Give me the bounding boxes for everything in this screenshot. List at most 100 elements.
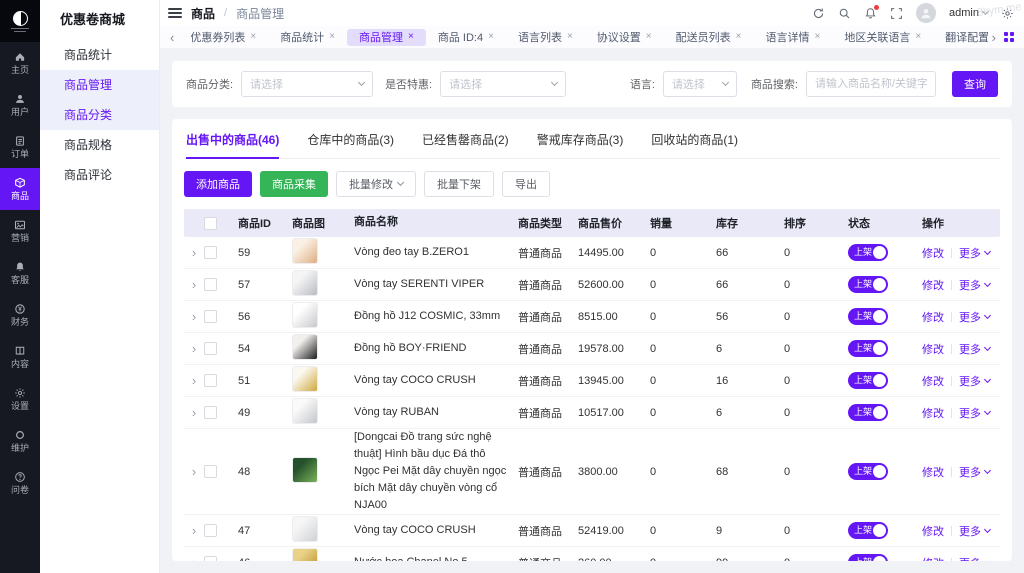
sidebar-nav-问卷[interactable]: 问卷	[0, 462, 40, 504]
row-expand-icon[interactable]: ›	[192, 555, 196, 561]
more-link[interactable]: 更多	[959, 373, 990, 389]
row-checkbox[interactable]	[204, 342, 217, 355]
row-expand-icon[interactable]: ›	[192, 373, 196, 388]
export-button[interactable]: 导出	[502, 171, 550, 197]
batch-offshelf-button[interactable]: 批量下架	[424, 171, 494, 197]
status-toggle[interactable]: 上架	[848, 372, 888, 389]
status-tab[interactable]: 警戒库存商品(3)	[537, 131, 624, 159]
open-tab[interactable]: 地区关联语言 ×	[832, 29, 933, 46]
status-toggle[interactable]: 上架	[848, 554, 888, 561]
sidebar-nav-订单[interactable]: 订单	[0, 126, 40, 168]
sidebar-nav-客服[interactable]: 客服	[0, 252, 40, 294]
more-link[interactable]: 更多	[959, 405, 990, 421]
sidebar-nav-内容[interactable]: 内容	[0, 336, 40, 378]
tabs-scroll-right-icon[interactable]: ›	[988, 31, 1000, 44]
row-checkbox[interactable]	[204, 374, 217, 387]
open-tab[interactable]: 商品统计 ×	[268, 29, 347, 46]
status-toggle[interactable]: 上架	[848, 308, 888, 325]
status-toggle[interactable]: 上架	[848, 276, 888, 293]
more-link[interactable]: 更多	[959, 309, 990, 325]
edit-link[interactable]: 修改	[922, 555, 944, 561]
row-checkbox[interactable]	[204, 246, 217, 259]
sidebar-nav-商品[interactable]: 商品	[0, 168, 40, 210]
edit-link[interactable]: 修改	[922, 523, 944, 539]
status-tab[interactable]: 出售中的商品(46)	[186, 131, 279, 159]
sidebar-nav-主页[interactable]: 主页	[0, 42, 40, 84]
open-tab[interactable]: 商品 ID:4 ×	[426, 29, 506, 46]
open-tab[interactable]: 翻译配置 ×	[933, 29, 987, 46]
close-icon[interactable]: ×	[488, 32, 494, 42]
status-toggle[interactable]: 上架	[848, 463, 888, 480]
row-checkbox[interactable]	[204, 406, 217, 419]
status-toggle[interactable]: 上架	[848, 522, 888, 539]
edit-link[interactable]: 修改	[922, 405, 944, 421]
open-tab[interactable]: 协议设置 ×	[585, 29, 664, 46]
edit-link[interactable]: 修改	[922, 464, 944, 480]
more-link[interactable]: 更多	[959, 341, 990, 357]
submenu-item-商品分类[interactable]: 商品分类	[40, 100, 159, 130]
close-icon[interactable]: ×	[250, 32, 256, 42]
row-checkbox[interactable]	[204, 310, 217, 323]
tabs-scroll-left-icon[interactable]: ‹	[166, 31, 178, 44]
close-icon[interactable]: ×	[736, 32, 742, 42]
search-input[interactable]	[806, 71, 936, 97]
more-link[interactable]: 更多	[959, 523, 990, 539]
status-tab[interactable]: 已经售罄商品(2)	[422, 131, 509, 159]
avatar[interactable]	[916, 3, 936, 23]
fullscreen-icon[interactable]	[890, 7, 903, 20]
select-all-checkbox[interactable]	[204, 217, 217, 230]
batch-edit-button[interactable]: 批量修改	[336, 171, 416, 197]
edit-link[interactable]: 修改	[922, 245, 944, 261]
status-toggle[interactable]: 上架	[848, 244, 888, 261]
status-toggle[interactable]: 上架	[848, 340, 888, 357]
sidebar-nav-用户[interactable]: 用户	[0, 84, 40, 126]
breadcrumb-root[interactable]: 商品	[191, 5, 215, 22]
add-product-button[interactable]: 添加商品	[184, 171, 252, 197]
row-checkbox[interactable]	[204, 524, 217, 537]
edit-link[interactable]: 修改	[922, 341, 944, 357]
row-expand-icon[interactable]: ›	[192, 245, 196, 260]
language-select[interactable]: 请选择	[663, 71, 737, 97]
row-expand-icon[interactable]: ›	[192, 309, 196, 324]
row-checkbox[interactable]	[204, 278, 217, 291]
status-tab[interactable]: 仓库中的商品(3)	[307, 131, 394, 159]
open-tab[interactable]: 语言列表 ×	[506, 29, 585, 46]
submenu-item-商品统计[interactable]: 商品统计	[40, 40, 159, 70]
close-icon[interactable]: ×	[408, 32, 414, 42]
close-icon[interactable]: ×	[329, 32, 335, 42]
user-menu[interactable]: admin	[949, 7, 988, 19]
collect-product-button[interactable]: 商品采集	[260, 171, 328, 197]
row-checkbox[interactable]	[204, 556, 217, 561]
sidebar-nav-财务[interactable]: 财务	[0, 294, 40, 336]
submenu-item-商品管理[interactable]: 商品管理	[40, 70, 159, 100]
menu-toggle-icon[interactable]	[168, 8, 182, 18]
close-icon[interactable]: ×	[646, 32, 652, 42]
row-expand-icon[interactable]: ›	[192, 464, 196, 479]
search-icon[interactable]	[838, 7, 851, 20]
special-select[interactable]: 请选择	[440, 71, 566, 97]
sidebar-nav-设置[interactable]: 设置	[0, 378, 40, 420]
more-link[interactable]: 更多	[959, 555, 990, 561]
open-tab[interactable]: 配送员列表 ×	[664, 29, 754, 46]
tab-options-icon[interactable]	[1004, 32, 1014, 42]
sidebar-nav-营销[interactable]: 营销	[0, 210, 40, 252]
app-logo[interactable]	[0, 0, 40, 42]
sidebar-nav-维护[interactable]: 维护	[0, 420, 40, 462]
notification-icon[interactable]	[864, 7, 877, 20]
row-expand-icon[interactable]: ›	[192, 523, 196, 538]
row-expand-icon[interactable]: ›	[192, 277, 196, 292]
open-tab[interactable]: 语言详情 ×	[753, 29, 832, 46]
more-link[interactable]: 更多	[959, 464, 990, 480]
refresh-icon[interactable]	[812, 7, 825, 20]
close-icon[interactable]: ×	[814, 32, 820, 42]
row-expand-icon[interactable]: ›	[192, 341, 196, 356]
category-select[interactable]: 请选择	[241, 71, 373, 97]
query-button[interactable]: 查询	[952, 71, 998, 97]
close-icon[interactable]: ×	[915, 32, 921, 42]
status-toggle[interactable]: 上架	[848, 404, 888, 421]
open-tab[interactable]: 商品管理 ×	[347, 29, 426, 46]
more-link[interactable]: 更多	[959, 245, 990, 261]
open-tab[interactable]: 优惠券列表 ×	[178, 29, 268, 46]
more-link[interactable]: 更多	[959, 277, 990, 293]
row-checkbox[interactable]	[204, 465, 217, 478]
